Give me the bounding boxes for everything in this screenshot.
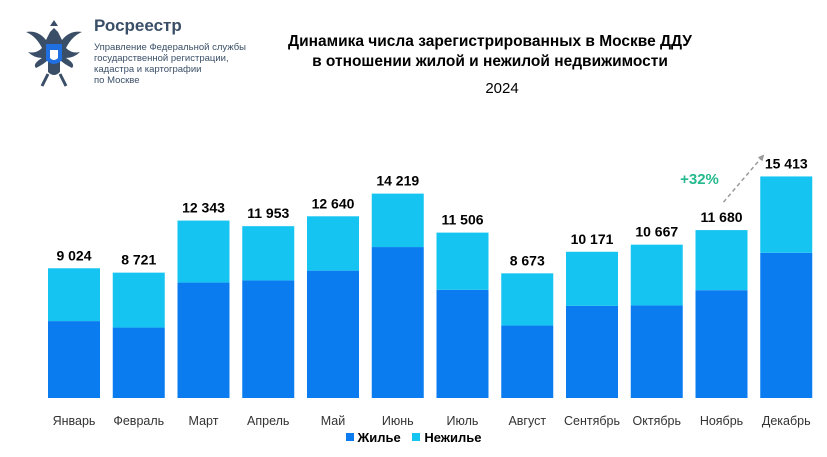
bar-nonresidential-dec (760, 176, 813, 253)
total-label-aug: 8 673 (510, 252, 545, 268)
total-label-jul: 11 506 (441, 212, 483, 228)
total-label-feb: 8 721 (121, 252, 156, 268)
bar-residential-jun (371, 247, 424, 398)
total-label-may: 12 640 (312, 195, 355, 211)
growth-label: +32% (680, 171, 719, 188)
bar-residential-oct (630, 305, 683, 398)
total-label-apr: 11 953 (247, 205, 289, 221)
legend-label-nonresidential: Нежилье (424, 430, 482, 445)
total-label-jun: 14 219 (376, 173, 419, 189)
bar-residential-mar (177, 282, 230, 398)
growth-arrow-line (722, 153, 765, 203)
growth-arrow-head-icon (757, 154, 765, 162)
bar-nonresidential-jan (48, 268, 100, 322)
month-label-oct: Октябрь (633, 414, 681, 428)
bar-nonresidential-may (307, 216, 359, 271)
bar-residential-sep (566, 305, 618, 398)
legend-swatch-residential (345, 433, 354, 441)
bar-nonresidential-jun (371, 193, 424, 248)
bar-residential-may (307, 270, 359, 398)
chart-title: Динамика числа зарегистрированных в Моск… (288, 33, 692, 70)
eagle-emblem-icon (26, 20, 82, 87)
logo: Росреестр Управление Федеральной службы … (22, 14, 262, 94)
bar-residential-apr (242, 280, 295, 398)
total-label-mar: 12 343 (182, 200, 225, 216)
total-label-sep: 10 171 (571, 231, 614, 247)
legend-swatch-nonresidential (412, 433, 421, 441)
total-label-oct: 10 667 (635, 224, 678, 240)
brand-name: Росреестр (94, 16, 182, 35)
legend-label-residential: Жилье (357, 430, 401, 445)
bar-residential-nov (695, 290, 748, 398)
month-label-feb: Февраль (113, 414, 164, 428)
bar-nonresidential-mar (177, 220, 230, 283)
month-label-jun: Июнь (382, 414, 414, 428)
brand-subtitle: Управление Федеральной службы государств… (94, 42, 246, 86)
month-label-aug: Август (508, 414, 546, 428)
bar-residential-jan (48, 321, 100, 398)
month-label-mar: Март (189, 414, 219, 428)
bar-nonresidential-nov (695, 230, 748, 291)
bar-nonresidential-sep (566, 251, 618, 306)
total-label-nov: 11 680 (700, 209, 742, 225)
total-label-jan: 9 024 (56, 247, 91, 263)
chart-year: 2024 (485, 80, 519, 97)
month-label-dec: Декабрь (762, 414, 811, 428)
legend-item-nonresidential: Нежилье (412, 430, 482, 445)
month-label-jul: Июль (447, 414, 479, 428)
bar-nonresidential-jul (436, 232, 489, 290)
bar-residential-aug (501, 325, 554, 398)
bar-residential-jul (436, 289, 489, 398)
bar-nonresidential-oct (630, 244, 683, 306)
legend-item-residential: Жилье (345, 430, 401, 445)
bar-nonresidential-apr (242, 226, 295, 281)
bar-nonresidential-aug (501, 273, 554, 326)
month-label-nov: Ноябрь (700, 414, 743, 428)
bar-nonresidential-feb (112, 272, 165, 328)
month-label-may: Май (321, 414, 346, 428)
legend: Жилье Нежилье (0, 430, 827, 445)
total-label-dec: 15 413 (765, 155, 808, 171)
bar-residential-feb (112, 327, 165, 398)
month-label-apr: Апрель (247, 414, 289, 428)
bar-residential-dec (760, 252, 813, 398)
month-label-jan: Январь (53, 414, 96, 428)
month-label-sep: Сентябрь (564, 414, 620, 428)
